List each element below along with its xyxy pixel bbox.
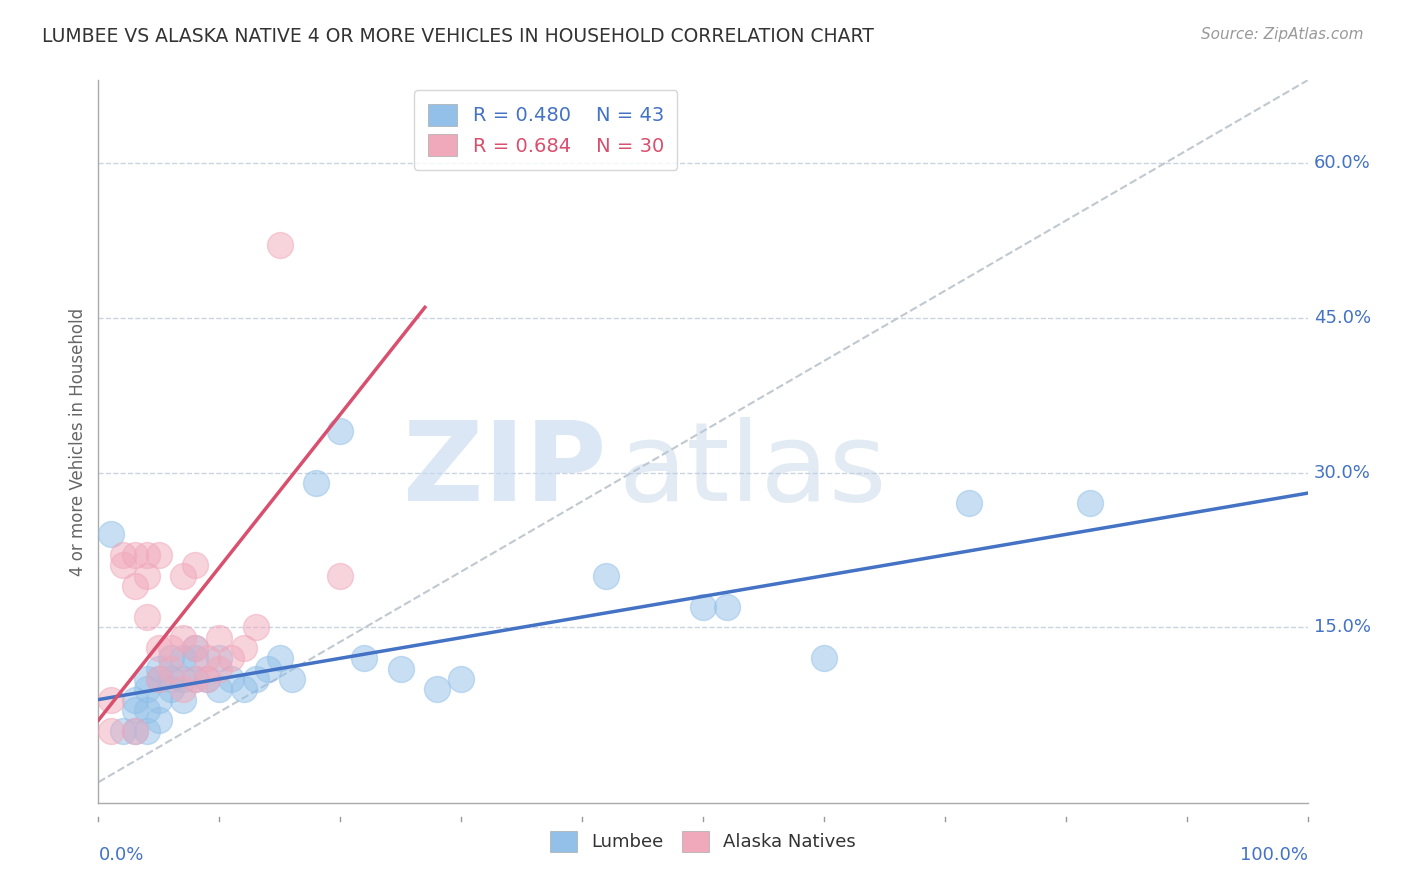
Point	[148, 672, 170, 686]
Point	[160, 640, 183, 655]
Point	[124, 723, 146, 738]
Point	[135, 682, 157, 697]
Text: LUMBEE VS ALASKA NATIVE 4 OR MORE VEHICLES IN HOUSEHOLD CORRELATION CHART: LUMBEE VS ALASKA NATIVE 4 OR MORE VEHICL…	[42, 27, 875, 45]
Point	[221, 651, 243, 665]
Point	[245, 672, 267, 686]
Point	[135, 672, 157, 686]
Point	[148, 672, 170, 686]
Point	[208, 662, 231, 676]
Point	[389, 662, 412, 676]
Point	[269, 238, 291, 252]
Point	[172, 651, 194, 665]
Text: Source: ZipAtlas.com: Source: ZipAtlas.com	[1201, 27, 1364, 42]
Point	[195, 672, 218, 686]
Point	[184, 640, 207, 655]
Point	[172, 672, 194, 686]
Text: 30.0%: 30.0%	[1313, 464, 1371, 482]
Point	[100, 527, 122, 541]
Point	[195, 651, 218, 665]
Text: 15.0%: 15.0%	[1313, 618, 1371, 636]
Point	[148, 713, 170, 727]
Point	[172, 692, 194, 706]
Point	[329, 424, 352, 438]
Point	[148, 640, 170, 655]
Point	[124, 548, 146, 562]
Point	[111, 558, 134, 573]
Y-axis label: 4 or more Vehicles in Household: 4 or more Vehicles in Household	[69, 308, 87, 575]
Point	[305, 475, 328, 490]
Point	[208, 682, 231, 697]
Point	[232, 640, 254, 655]
Point	[281, 672, 304, 686]
Text: 60.0%: 60.0%	[1313, 153, 1371, 172]
Point	[813, 651, 835, 665]
Text: atlas: atlas	[619, 417, 887, 524]
Point	[329, 568, 352, 582]
Point	[353, 651, 375, 665]
Point	[100, 692, 122, 706]
Point	[208, 631, 231, 645]
Point	[957, 496, 980, 510]
Point	[148, 692, 170, 706]
Point	[172, 568, 194, 582]
Point	[426, 682, 449, 697]
Point	[256, 662, 278, 676]
Point	[232, 682, 254, 697]
Text: 100.0%: 100.0%	[1240, 847, 1308, 864]
Point	[100, 723, 122, 738]
Point	[111, 723, 134, 738]
Point	[184, 558, 207, 573]
Point	[184, 672, 207, 686]
Point	[184, 651, 207, 665]
Point	[135, 610, 157, 624]
Point	[184, 672, 207, 686]
Point	[135, 568, 157, 582]
Point	[692, 599, 714, 614]
Point	[184, 640, 207, 655]
Point	[124, 692, 146, 706]
Text: ZIP: ZIP	[404, 417, 606, 524]
Point	[716, 599, 738, 614]
Text: 45.0%: 45.0%	[1313, 309, 1371, 326]
Point	[148, 548, 170, 562]
Point	[135, 548, 157, 562]
Point	[135, 723, 157, 738]
Point	[111, 548, 134, 562]
Point	[208, 651, 231, 665]
Point	[124, 723, 146, 738]
Point	[450, 672, 472, 686]
Point	[172, 682, 194, 697]
Point	[160, 651, 183, 665]
Point	[148, 662, 170, 676]
Point	[124, 703, 146, 717]
Point	[221, 672, 243, 686]
Legend: Lumbee, Alaska Natives: Lumbee, Alaska Natives	[543, 823, 863, 859]
Point	[1078, 496, 1101, 510]
Point	[124, 579, 146, 593]
Point	[245, 620, 267, 634]
Point	[195, 672, 218, 686]
Point	[595, 568, 617, 582]
Point	[160, 672, 183, 686]
Point	[269, 651, 291, 665]
Point	[160, 662, 183, 676]
Text: 0.0%: 0.0%	[98, 847, 143, 864]
Point	[135, 703, 157, 717]
Point	[172, 631, 194, 645]
Point	[160, 682, 183, 697]
